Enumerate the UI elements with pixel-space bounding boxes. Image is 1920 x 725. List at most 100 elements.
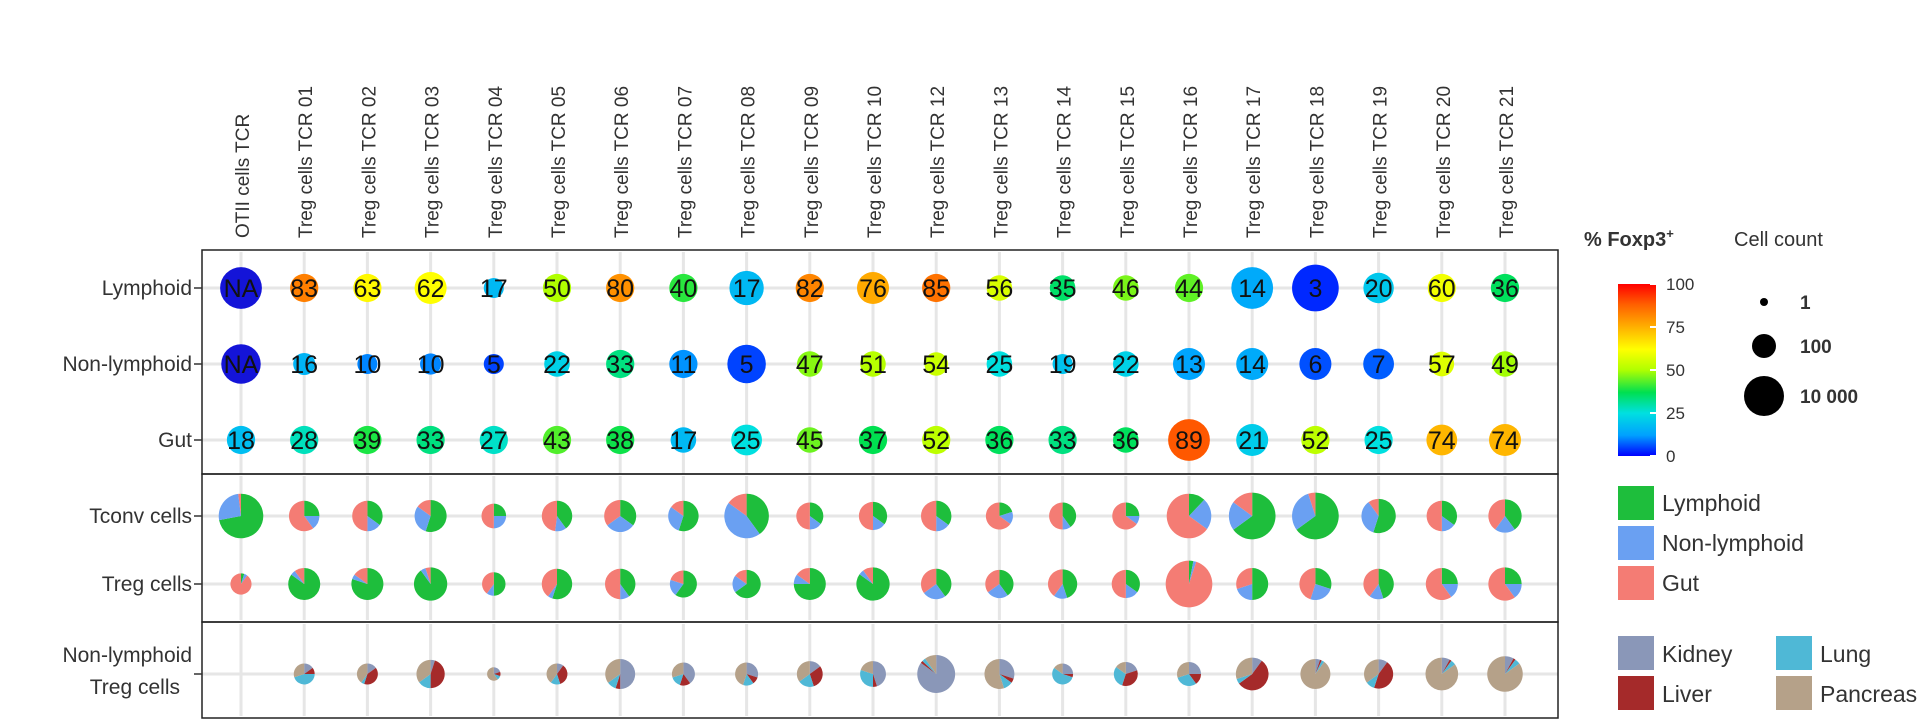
composition-pie-slice [923, 584, 946, 600]
composition-pie-slice [856, 567, 890, 601]
tissue-pie-slice [917, 655, 956, 693]
composition-pie-slice [482, 572, 494, 594]
foxp3-value-label: 33 [417, 427, 445, 455]
tissue-pie-slice [1441, 657, 1450, 674]
foxp3-bubble [669, 349, 698, 379]
column-label: Treg cells TCR 20 [1434, 86, 1455, 238]
column-label: Treg cells TCR 07 [675, 86, 696, 238]
composition-pie-slice [230, 573, 252, 595]
panel-composition [201, 473, 1559, 623]
tissue-pie-slice [620, 659, 636, 689]
composition-pie-slice [732, 575, 747, 593]
foxp3-bubble [985, 425, 1014, 455]
column-label: Treg cells TCR 15 [1118, 86, 1139, 238]
tissue-pie-slice [1425, 657, 1459, 691]
column-label: Treg cells TCR 10 [865, 86, 886, 238]
foxp3-value-label: 38 [606, 427, 634, 455]
foxp3-bubble [353, 273, 382, 303]
foxp3-value-label: 5 [740, 351, 754, 379]
composition-pie-slice [1189, 499, 1212, 530]
foxp3-bubble [353, 425, 382, 455]
composition-pie-slice [859, 570, 873, 584]
composition-pie-slice [987, 584, 1008, 599]
composition-pie-slice [1165, 560, 1213, 608]
tissue-pie-slice [1054, 663, 1063, 674]
tissue-pie-slice [1315, 659, 1321, 674]
legend: % Foxp3+ Cell count 100 75 50 25 0 1 100 10 000… [1584, 226, 1917, 710]
composition-pie-slice [985, 502, 1011, 530]
foxp3-value-label: 85 [922, 275, 950, 303]
column-label: Treg cells TCR 05 [549, 86, 570, 238]
foxp3-bubble [606, 349, 635, 379]
composition-pie-slice [241, 573, 245, 584]
foxp3-value-label: 74 [1428, 427, 1456, 455]
foxp3-bubble [544, 351, 570, 377]
color-legend-tick-label: 0 [1666, 447, 1675, 466]
composition-pie-slice [1112, 502, 1137, 530]
column-label: Treg cells TCR 04 [486, 86, 507, 238]
composition-pie-slice [481, 503, 494, 529]
foxp3-bubble [1429, 351, 1455, 377]
row-label: Gut [158, 429, 192, 452]
composition-pie-slice [796, 502, 810, 530]
foxp3-bubble [1236, 347, 1269, 381]
category-legend-label: Lung [1820, 641, 1871, 667]
composition-pie-slice [288, 500, 314, 532]
tissue-pie-slice [419, 674, 431, 689]
category-legend-swatch [1776, 636, 1812, 670]
foxp3-bubble [797, 427, 823, 453]
foxp3-value-label: 60 [1428, 275, 1456, 303]
foxp3-bubble [1299, 347, 1332, 381]
tissue-pie-slice [304, 663, 313, 674]
tissue-pie-slice [1189, 661, 1202, 674]
foxp3-bubble [797, 351, 823, 377]
composition-pie-slice [304, 516, 320, 529]
category-legend-label: Non-lymphoid [1662, 530, 1804, 556]
composition-pie-slice [1369, 584, 1384, 600]
column-label: Treg cells TCR 02 [359, 86, 380, 238]
tissue-pie-slice [1505, 656, 1514, 674]
foxp3-bubble [1301, 425, 1330, 455]
composition-pie-slice [1495, 516, 1515, 533]
composition-pie-slice [620, 499, 637, 526]
tissue-pie-slice [671, 662, 684, 678]
composition-pie-slice [1296, 492, 1339, 540]
foxp3-value-label: 36 [1491, 275, 1519, 303]
foxp3-value-label: 3 [1308, 275, 1322, 303]
foxp3-bubble [606, 425, 635, 455]
composition-pie-slice [541, 568, 557, 597]
tissue-pie-slice [1252, 657, 1262, 674]
row-label: Tconv cells [89, 505, 192, 528]
composition-pie-slice [417, 499, 431, 516]
foxp3-bubble [1492, 351, 1518, 377]
composition-pie-slice [1236, 584, 1253, 601]
tissue-pie-slice [1125, 661, 1138, 674]
composition-pie-slice [671, 500, 684, 516]
composition-pie-slice [1125, 569, 1140, 593]
tissue-pie-slice [860, 670, 873, 687]
tissue-pie-slice [679, 674, 691, 686]
composition-pie-slice [1441, 567, 1458, 584]
foxp3-value-label: 50 [543, 275, 571, 303]
foxp3-bubble [483, 353, 504, 375]
composition-pie-slice [1425, 567, 1452, 601]
tissue-pie-slice [1235, 657, 1253, 680]
tissue-pie-slice [557, 665, 568, 684]
composition-pie-slice [557, 500, 573, 529]
foxp3-value-label: 21 [1238, 427, 1266, 455]
color-legend-tick-label: 25 [1666, 404, 1685, 423]
composition-pie-slice [291, 571, 305, 584]
composition-pie-slice [1505, 499, 1522, 530]
tissue-pie-slice [550, 674, 561, 685]
foxp3-bubble [1048, 425, 1077, 455]
composition-pie-slice [1047, 569, 1063, 596]
row-label-line: Treg cells [90, 676, 180, 699]
composition-pie-slice [238, 493, 241, 516]
foxp3-bubble [1113, 275, 1139, 301]
foxp3-bubble [1364, 425, 1393, 455]
foxp3-value-label: 45 [796, 427, 824, 455]
tissue-pie-slice [799, 674, 814, 687]
tissue-pie-slice [1062, 663, 1074, 674]
composition-pie-slice [678, 500, 699, 532]
composition-pie-slice [1292, 493, 1316, 530]
